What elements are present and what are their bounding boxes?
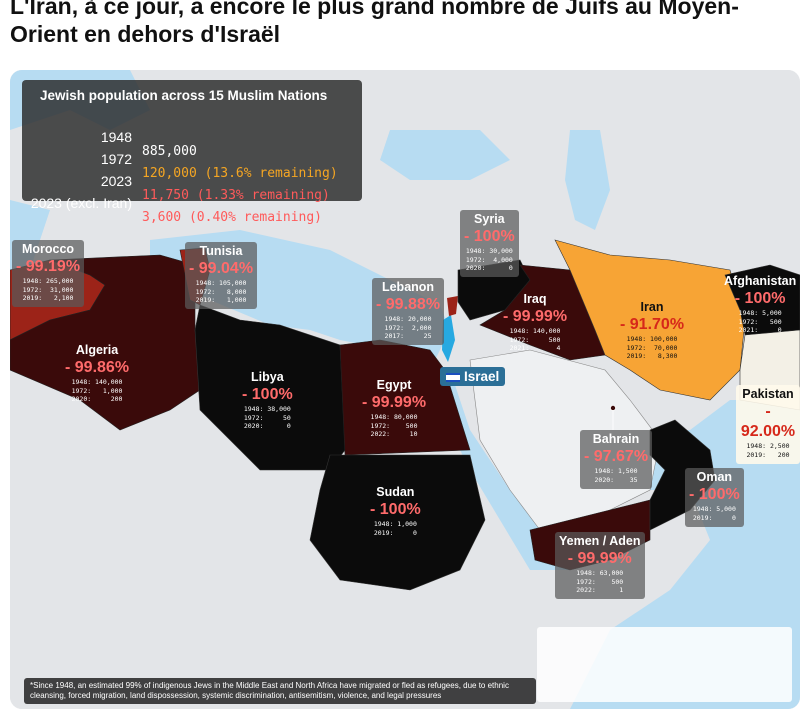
references-box <box>537 627 792 702</box>
country-stats: 1948: 105,000 1972: 8,000 2019: 1,000 <box>195 279 247 304</box>
map: Jewish population across 15 Muslim Natio… <box>10 70 800 709</box>
summary-row-value: 120,000 (13.6% remaining) <box>142 166 338 181</box>
country-name: Yemen / Aden <box>559 534 641 548</box>
label-syria: Syria - 100% 1948: 30,000 1972: 4,000 2020… <box>460 210 519 277</box>
label-lebanon: Lebanon - 99.88% 1948: 20,000 1972: 2,000… <box>372 278 445 345</box>
country-stats: 1948: 140,000 1972: 500 2021: 4 <box>509 327 561 352</box>
summary-row: 1972 120,000 (13.6% remaining) <box>22 136 338 196</box>
country-percent: - 100% <box>689 486 740 503</box>
country-name: Libya <box>251 370 284 384</box>
label-iraq: Iraq - 99.99% 1948: 140,000 1972: 500 2021… <box>503 292 567 355</box>
label-sudan: Sudan - 100% 1948: 1,000 2019: 0 <box>370 485 421 540</box>
country-percent: - 92.00% <box>740 403 796 440</box>
country-percent: - 91.70% <box>620 316 685 333</box>
summary-title: Jewish population across 15 Muslim Natio… <box>40 88 328 103</box>
country-percent: - 99.88% <box>376 296 441 313</box>
country-name: Morocco <box>21 242 75 256</box>
country-stats: 1948: 30,000 1972: 4,000 2020: 0 <box>465 247 513 272</box>
summary-row-label: 2023 (excl. Iran) <box>30 195 132 211</box>
country-percent: - 99.86% <box>65 359 130 376</box>
summary-row-value: 11,750 (1.33% remaining) <box>142 188 330 203</box>
country-stats: 1948: 63,000 1972: 500 2022: 1 <box>576 569 624 594</box>
headline: L'Iran, à ce jour, a encore le plus gran… <box>10 0 739 47</box>
country-stats: 1948: 80,000 1972: 500 2022: 10 <box>370 413 418 438</box>
israel-label: Israel <box>440 367 506 386</box>
label-yemen: Yemen / Aden - 99.99% 1948: 63,000 1972: … <box>555 532 645 599</box>
country-percent: - 99.99% <box>362 394 427 411</box>
country-name: Bahrain <box>592 432 640 446</box>
country-percent: - 100% <box>370 501 421 518</box>
country-name: Algeria <box>75 343 119 357</box>
country-name: Sudan <box>376 485 415 499</box>
country-percent: - 99.19% <box>16 258 81 275</box>
label-egypt: Egypt - 99.99% 1948: 80,000 1972: 500 2022… <box>362 378 426 441</box>
country-name: Iran <box>640 300 664 314</box>
country-percent: - 99.99% <box>503 308 568 325</box>
country-percent: - 99.99% <box>567 550 632 567</box>
country-percent: - 100% <box>242 386 293 403</box>
summary-row-value: 885,000 <box>142 144 197 159</box>
country-name: Tunisia <box>199 244 243 258</box>
summary-row-label: 2023 <box>100 173 132 189</box>
summary-row: 2023 11,750 (1.33% remaining) <box>22 158 330 218</box>
footnote: *Since 1948, an estimated 99% of indigen… <box>24 678 536 704</box>
label-bahrain: Bahrain - 97.67% 1948: 1,500 2020: 35 <box>580 430 653 489</box>
country-percent: - 97.67% <box>584 448 649 465</box>
country-percent: - 100% <box>734 290 786 307</box>
country-stats: 1948: 265,000 1972: 31,000 2019: 2,100 <box>22 277 74 302</box>
label-algeria: Algeria - 99.86% 1948: 140,000 1972: 1,00… <box>65 343 129 406</box>
country-percent: - 99.04% <box>189 260 254 277</box>
country-name: Iraq <box>523 292 547 306</box>
country-stats: 1948: 5,000 1972: 500 2021: 0 <box>738 309 782 334</box>
label-tunisia: Tunisia - 99.04% 1948: 105,000 1972: 8,00… <box>185 242 258 309</box>
country-stats: 1948: 100,000 1972: 70,000 2019: 8,300 <box>626 335 678 360</box>
country-stats: 1948: 1,500 2020: 35 <box>594 467 638 484</box>
country-name: Pakistan <box>742 387 794 401</box>
country-name: Lebanon <box>381 280 435 294</box>
country-percent: - 100% <box>464 228 515 245</box>
label-morocco: Morocco - 99.19% 1948: 265,000 1972: 31,0… <box>12 240 85 307</box>
country-name: Syria <box>474 212 505 226</box>
label-pakistan: Pakistan - 92.00% 1948: 2,500 2019: 200 <box>736 385 800 464</box>
summary-row-value: 3,600 (0.40% remaining) <box>142 210 323 225</box>
country-stats: 1948: 1,000 2019: 0 <box>373 520 417 537</box>
country-stats: 1948: 38,000 1972: 50 2020: 0 <box>243 405 291 430</box>
country-name: Oman <box>696 470 733 484</box>
label-oman: Oman - 100% 1948: 5,000 2019: 0 <box>685 468 744 527</box>
summary-row: 2023 (excl. Iran) 3,600 (0.40% remaining… <box>22 180 322 240</box>
label-iran: Iran - 91.70% 1948: 100,000 1972: 70,000 2… <box>620 300 684 363</box>
country-stats: 1948: 2,500 2019: 200 <box>746 442 790 459</box>
country-name: Egypt <box>376 378 412 392</box>
summary-row: 1948 885,000 <box>22 114 197 174</box>
label-afghanistan: Afghanistan - 100% 1948: 5,000 1972: 500 2… <box>724 274 796 337</box>
summary-row-label: 1948 <box>100 129 132 145</box>
country-name: Afghanistan <box>724 274 797 288</box>
country-stats: 1948: 140,000 1972: 1,000 2020: 200 <box>71 378 123 403</box>
country-stats: 1948: 5,000 2019: 0 <box>692 505 736 522</box>
summary-box: Jewish population across 15 Muslim Natio… <box>22 80 362 225</box>
summary-row-label: 1972 <box>100 151 132 167</box>
country-stats: 1948: 20,000 1972: 2,000 2017: 25 <box>384 315 432 340</box>
israel-label-text: Israel <box>464 369 500 384</box>
israel-flag-icon <box>446 372 460 382</box>
label-libya: Libya - 100% 1948: 38,000 1972: 50 2020: 0 <box>242 370 293 433</box>
